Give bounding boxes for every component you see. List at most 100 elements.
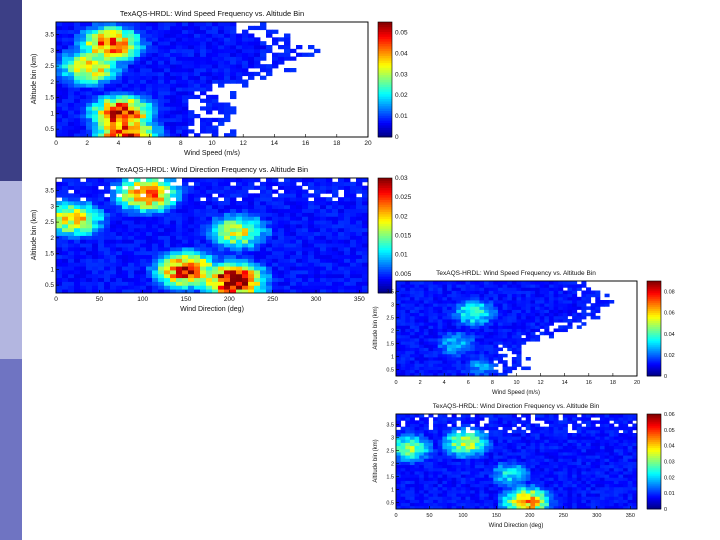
heatmap-cell: [548, 309, 554, 314]
heatmap-cell: [290, 185, 297, 190]
heatmap-cell: [497, 315, 503, 320]
wind-direction-chart-large: 0 50 100 150 200 250 300 350 0.5 1 1.5 2 2.5 3 3.5 Tex…: [28, 160, 412, 314]
heatmap-cell: [484, 461, 490, 466]
heatmap-cell: [595, 293, 601, 298]
heatmap-cell: [302, 254, 309, 259]
heatmap-cell: [437, 493, 443, 497]
heatmap-cell: [590, 480, 596, 485]
heatmap-cell: [128, 197, 135, 202]
heatmap-cell: [116, 22, 123, 27]
heatmap-cell: [56, 254, 63, 259]
heatmap-cell: [56, 239, 63, 244]
heatmap-cell: [62, 60, 69, 65]
heatmap-cell: [419, 281, 425, 285]
heatmap-cell: [442, 505, 448, 510]
heatmap-cell: [266, 204, 273, 210]
heatmap-cell: [104, 106, 111, 111]
heatmap-cell: [400, 309, 406, 314]
y-tick-label: 3: [50, 203, 54, 210]
heatmap-cell: [502, 306, 508, 310]
heatmap-cell: [170, 243, 177, 248]
heatmap-cell: [344, 235, 351, 240]
heatmap-cell: [200, 247, 207, 252]
heatmap-cell: [451, 439, 457, 443]
heatmap-cell: [224, 220, 231, 225]
heatmap-cell: [164, 125, 171, 130]
heatmap-cell: [590, 477, 596, 481]
heatmap-cell: [586, 490, 592, 494]
heatmap-cell: [446, 350, 453, 355]
heatmap-cell: [308, 216, 315, 221]
heatmap-cell: [212, 48, 219, 54]
heatmap-cell: [104, 247, 111, 252]
heatmap-cell: [80, 181, 87, 187]
heatmap-cell: [92, 247, 99, 252]
colorbar-swatch: [647, 350, 661, 353]
heatmap-cell: [581, 502, 587, 507]
heatmap-cell: [456, 452, 462, 456]
heatmap-cell: [134, 193, 141, 198]
x-tick-label: 12: [538, 380, 544, 386]
heatmap-cell: [539, 477, 545, 481]
heatmap-cell: [497, 464, 503, 469]
heatmap-cell: [302, 247, 309, 252]
heatmap-cell: [110, 133, 117, 138]
heatmap-cell: [595, 499, 601, 504]
heatmap-cell: [224, 52, 231, 57]
heatmap-cell: [590, 496, 596, 500]
heatmap-cell: [460, 315, 466, 320]
heatmap-cell: [442, 474, 448, 478]
heatmap-cell: [562, 315, 568, 320]
heatmap-cell: [314, 277, 321, 282]
heatmap-cell: [553, 464, 559, 469]
heatmap-cell: [553, 303, 559, 307]
heatmap-cell: [627, 502, 633, 507]
heatmap-cell: [590, 490, 596, 494]
x-tick-label: 10: [208, 140, 216, 147]
heatmap-cell: [272, 220, 279, 225]
heatmap-cell: [134, 33, 141, 38]
heatmap-cell: [272, 197, 279, 202]
heatmap-cell: [224, 247, 231, 252]
heatmap-cell: [134, 204, 141, 210]
heatmap-cell: [140, 129, 147, 134]
heatmap-cell: [479, 461, 485, 466]
heatmap-cell: [437, 331, 443, 336]
heatmap-cell: [236, 201, 243, 206]
heatmap-cell: [437, 480, 443, 485]
y-tick-label: 2.5: [45, 219, 54, 226]
heatmap-cell: [419, 502, 425, 507]
heatmap-cell: [242, 41, 249, 46]
heatmap-cell: [623, 483, 629, 488]
heatmap-cell: [254, 37, 261, 42]
heatmap-cell: [581, 496, 587, 500]
heatmap-cell: [182, 185, 189, 190]
heatmap-cell: [423, 293, 429, 298]
heatmap-cell: [104, 110, 111, 115]
heatmap-cell: [326, 178, 333, 183]
colorbar-swatch: [647, 342, 661, 345]
colorbar-swatch: [378, 55, 392, 59]
heatmap-cell: [146, 181, 153, 187]
heatmap-cell: [176, 68, 183, 73]
heatmap-cell: [188, 197, 195, 202]
heatmap-cell: [278, 262, 285, 267]
heatmap-cell: [553, 442, 559, 447]
heatmap-cell: [488, 505, 494, 510]
heatmap-cell: [152, 208, 159, 213]
heatmap-cell: [419, 287, 425, 291]
heatmap-cell: [516, 464, 522, 469]
heatmap-cell: [128, 289, 135, 294]
heatmap-cell: [146, 201, 153, 206]
heatmap-cell: [308, 243, 315, 248]
heatmap-cell: [218, 110, 225, 115]
heatmap-cell: [128, 60, 135, 65]
heatmap-cell: [254, 227, 261, 233]
heatmap-cell: [212, 212, 219, 217]
heatmap-cell: [344, 189, 351, 194]
heatmap-cell: [451, 452, 457, 456]
colorbar-swatch: [378, 259, 392, 263]
heatmap-cell: [92, 87, 99, 92]
heatmap-cell: [576, 436, 582, 440]
heatmap-cell: [521, 436, 527, 440]
